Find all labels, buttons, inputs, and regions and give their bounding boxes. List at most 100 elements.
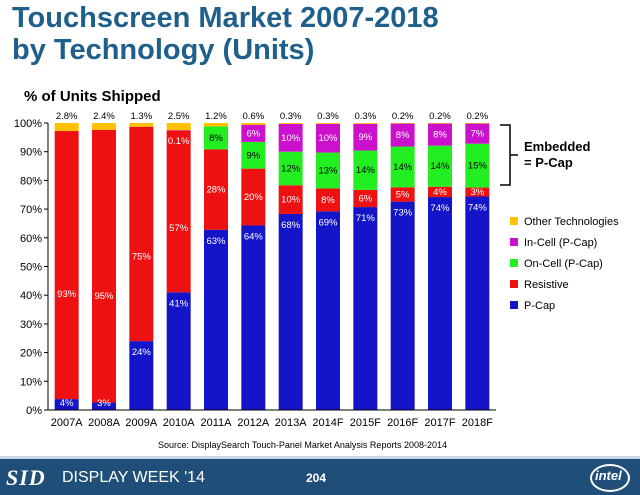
bar-resistive-2011A — [204, 149, 228, 230]
label-p-cap-2010A: 41% — [169, 298, 189, 309]
label-other-2011A: 1.2% — [205, 111, 227, 122]
y-tick-label-80: 80% — [20, 175, 42, 187]
bar-on-cell-p-cap-2016F — [390, 146, 415, 188]
bar-other-technologies-2010A — [166, 123, 191, 131]
labels-layer: 2007A 2.8% 4% 93% 2008A 2.4% 3% 95% 2009A 1.3% 24%… — [51, 111, 493, 429]
chart-source: Source: DisplaySearch Touch-Panel Market… — [158, 440, 447, 450]
legend-label-p-cap: P-Cap — [524, 300, 555, 312]
bar-in-cell-p-cap-2015F — [353, 123, 378, 151]
label-in-cell-p-cap-2018F: 7% — [470, 129, 484, 140]
y-tick-label-50: 50% — [20, 262, 42, 274]
label-resistive-2011A: 28% — [206, 185, 226, 196]
bar-p-cap-2008A — [92, 402, 116, 410]
bar-on-cell-p-cap-2015F — [353, 150, 378, 190]
embedded-label-line2: = P-Cap — [524, 155, 573, 170]
y-tick-label-60: 60% — [20, 233, 42, 245]
label-resistive-2007A: 93% — [57, 289, 77, 300]
bar-other-technologies-2015F — [353, 123, 378, 124]
bar-on-cell-p-cap-2018F — [465, 143, 490, 188]
title-line-1: Touchscreen Market 2007-2018 — [12, 2, 439, 34]
label-resistive-2016F: 5% — [396, 189, 410, 200]
y-tick-label-10: 10% — [20, 376, 42, 388]
label-p-cap-2012A: 64% — [244, 231, 264, 242]
x-tick-label-2007A: 2007A — [51, 417, 83, 429]
label-resistive-2012A: 20% — [244, 192, 264, 203]
label-resistive-2018F: 3% — [470, 187, 484, 198]
bar-in-cell-p-cap-2010A — [166, 130, 191, 131]
label-other-2010A: 2.5% — [168, 111, 190, 122]
bar-p-cap-2011A — [204, 229, 228, 410]
footer-rule — [0, 456, 640, 459]
bar-on-cell-p-cap-2014F — [316, 152, 340, 189]
label-resistive-2017F: 4% — [433, 187, 447, 198]
label-in-cell-p-cap-2016F: 8% — [396, 130, 410, 141]
x-tick-label-2010A: 2010A — [163, 417, 195, 429]
label-other-2014F: 0.3% — [317, 111, 339, 122]
bar-resistive-2012A — [241, 168, 266, 226]
label-other-2015F: 0.3% — [355, 111, 377, 122]
label-in-cell-p-cap-2012A: 6% — [246, 128, 260, 139]
label-resistive-2013A: 10% — [281, 195, 301, 206]
label-on-cell-p-cap-2012A: 9% — [246, 150, 260, 161]
label-in-cell-p-cap-2015F: 9% — [358, 132, 372, 143]
bar-other-technologies-2011A — [204, 123, 228, 127]
label-on-cell-p-cap-2018F: 15% — [468, 161, 488, 172]
legend-swatch-p-cap — [510, 301, 518, 309]
legend-label-resistive: Resistive — [524, 279, 569, 291]
stacked-bar-chart: 0%10%20%30%40%50%60%70%80%90%100% 2007A2… — [14, 111, 619, 450]
bar-other-technologies-2017F — [428, 123, 452, 124]
label-p-cap-2014F: 69% — [318, 217, 338, 228]
bar-in-cell-p-cap-2016F — [390, 123, 415, 147]
bars-layer — [54, 123, 490, 410]
y-tick-label-100: 100% — [14, 118, 42, 130]
label-p-cap-2007A: 4% — [60, 398, 74, 409]
bar-other-technologies-2014F — [316, 123, 340, 124]
embedded-bracket — [500, 124, 518, 186]
label-p-cap-2008A: 3% — [97, 398, 111, 409]
bar-p-cap-2018F — [465, 196, 490, 410]
bar-p-cap-2012A — [241, 225, 266, 410]
bar-in-cell-p-cap-2012A — [241, 124, 266, 142]
event-name: DISPLAY WEEK '14 — [62, 469, 205, 486]
sid-logo: SID — [6, 465, 46, 490]
bar-p-cap-2007A — [54, 399, 79, 410]
bar-p-cap-2014F — [316, 211, 340, 410]
bar-resistive-2016F — [390, 187, 415, 202]
axes-layer: 0% 10% 20% 30% 40% 50% 60% 70% 80% 90% 100% — [14, 118, 496, 417]
label-other-2016F: 0.2% — [392, 111, 414, 122]
x-tick-label-2018F: 2018F — [462, 417, 493, 429]
legend-swatch-other-technologies — [510, 217, 518, 225]
page-title: Touchscreen Market 2007-2018 by Technolo… — [12, 2, 439, 66]
bar-p-cap-2015F — [353, 207, 378, 410]
bar-on-cell-p-cap-2012A — [241, 141, 266, 169]
label-on-cell-p-cap-2015F: 14% — [356, 165, 376, 176]
bar-p-cap-2017F — [428, 197, 452, 410]
label-resistive-2008A: 95% — [94, 291, 114, 302]
bar-other-technologies-2009A — [129, 123, 154, 127]
label-other-2018F: 0.2% — [467, 111, 489, 122]
legend-swatch-on-cell-p-cap — [510, 259, 518, 267]
label-in-cell-p-cap-2010A: 0.1% — [168, 136, 190, 147]
label-in-cell-p-cap-2017F: 8% — [433, 130, 447, 141]
intel-logo-ring — [590, 464, 630, 492]
bar-p-cap-2016F — [390, 201, 415, 410]
bar-in-cell-p-cap-2014F — [316, 123, 340, 153]
bar-resistive-2015F — [353, 189, 378, 208]
bar-p-cap-2010A — [166, 292, 191, 410]
label-on-cell-p-cap-2016F: 14% — [393, 162, 413, 173]
label-p-cap-2011A: 63% — [206, 236, 226, 247]
label-in-cell-p-cap-2013A: 10% — [281, 133, 301, 144]
x-tick-label-2009A: 2009A — [125, 417, 157, 429]
intel-logo-text: intel — [595, 468, 622, 483]
bar-resistive-2018F — [465, 187, 490, 197]
label-other-2007A: 2.8% — [56, 111, 78, 122]
embedded-annotation: Embedded = P-Cap — [500, 124, 591, 186]
bar-on-cell-p-cap-2011A — [204, 126, 228, 150]
label-on-cell-p-cap-2014F: 13% — [318, 165, 338, 176]
bar-resistive-2013A — [278, 185, 303, 214]
label-p-cap-2017F: 74% — [430, 203, 450, 214]
label-p-cap-2013A: 68% — [281, 220, 301, 231]
label-other-2012A: 0.6% — [243, 111, 265, 122]
legend-label-other-technologies: Other Technologies — [524, 216, 619, 228]
bar-other-technologies-2013A — [278, 123, 303, 124]
